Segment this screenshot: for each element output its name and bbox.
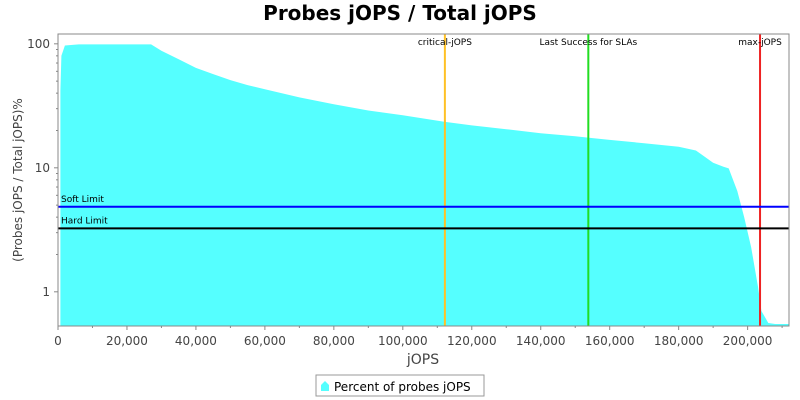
x-axis-label: jOPS	[406, 352, 439, 368]
y-tick-label: 10	[35, 161, 50, 175]
y-axis: 1 10 100	[27, 37, 58, 299]
legend-box	[315, 374, 485, 397]
x-tick-label: 60,000	[244, 334, 286, 348]
y-tick-label: 100	[27, 37, 50, 51]
chart-title: Probes jOPS / Total jOPS	[263, 1, 537, 25]
critical-jops-label: critical-jOPS	[418, 38, 472, 48]
soft-limit-label: Soft Limit	[61, 195, 104, 205]
x-tick-label: 80,000	[313, 334, 355, 348]
area-layer	[60, 44, 789, 327]
y-axis-label: (Probes jOPS / Total jOPS)%	[11, 98, 25, 262]
max-jops-label: max-jOPS	[738, 38, 782, 48]
x-tick-label: 20,000	[106, 334, 148, 348]
x-tick-label: 120,000	[447, 334, 497, 348]
x-tick-label: 140,000	[516, 334, 566, 348]
legend: Percent of probes jOPS	[315, 374, 485, 397]
reference-lines: critical-jOPS Last Success for SLAs max-jO…	[58, 34, 789, 326]
x-tick-label: 180,000	[654, 334, 704, 348]
area-series-0	[60, 44, 789, 327]
legend-swatch-icon	[321, 381, 329, 391]
last-success-for-slas-label: Last Success for SLAs	[539, 38, 637, 48]
x-tick-label: 0	[54, 334, 62, 348]
x-tick-label: 40,000	[175, 334, 217, 348]
y-tick-label: 1	[42, 285, 50, 299]
hard-limit-label: Hard Limit	[61, 216, 108, 226]
legend-entry-label: Percent of probes jOPS	[334, 380, 471, 394]
x-axis: 0 20,000 40,000 60,000 80,000 100,000 120,000 1…	[54, 326, 783, 348]
x-tick-label: 100,000	[378, 334, 428, 348]
x-tick-label: 200,000	[723, 334, 773, 348]
x-tick-label: 160,000	[585, 334, 635, 348]
